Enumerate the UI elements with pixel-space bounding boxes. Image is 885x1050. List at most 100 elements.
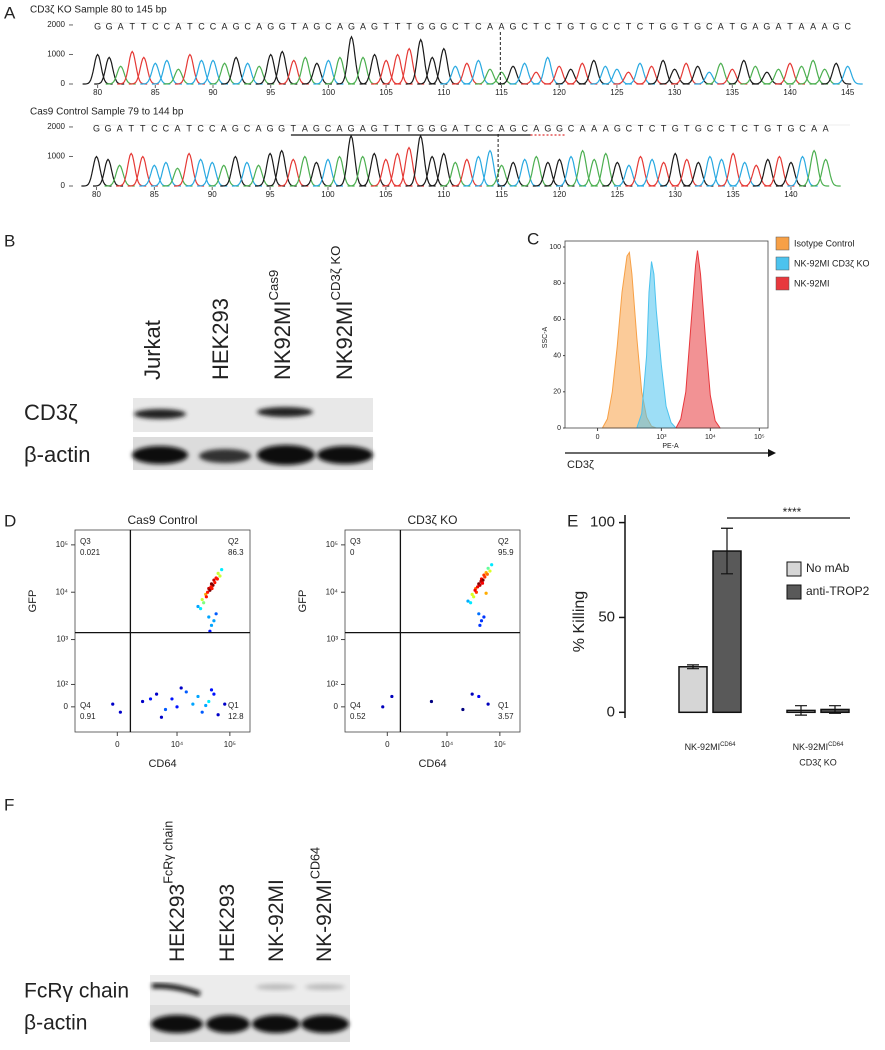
event-dot: [478, 623, 482, 627]
x-tick-label: 90: [209, 88, 218, 97]
base-call: A: [118, 21, 124, 31]
x-tick-label: 10⁵: [224, 740, 236, 749]
event-dot: [488, 569, 492, 573]
x-axis-label: CD64: [148, 758, 176, 770]
base-call: T: [730, 21, 736, 31]
base-call: T: [187, 21, 193, 31]
trace-peak: [428, 47, 459, 85]
trace-peak: [94, 56, 125, 85]
base-call: G: [440, 21, 447, 31]
event-dot: [468, 601, 473, 605]
trace-peak: [371, 59, 402, 85]
event-dot: [148, 697, 153, 701]
chart-title: CD3ζ KO: [408, 513, 458, 527]
event-dot: [207, 699, 211, 704]
trace-peak: [532, 56, 563, 85]
base-call: C: [244, 21, 251, 31]
x-tick-label: 80: [93, 88, 102, 97]
trace-peak: [579, 158, 610, 187]
trace-peak: [717, 68, 748, 85]
base-call: T: [684, 123, 690, 133]
base-call: T: [649, 21, 655, 31]
quadrant-percent: 95.9: [498, 548, 514, 557]
base-call: T: [395, 21, 401, 31]
base-call: G: [510, 21, 517, 31]
panel-letter: B: [4, 231, 15, 250]
base-call: T: [787, 21, 793, 31]
lane-label: NK-92MICD64: [309, 847, 336, 962]
event-dot: [212, 578, 216, 582]
significance-label: ****: [783, 505, 802, 519]
base-call: T: [383, 21, 389, 31]
lane-superscript: CD3ζ KO: [329, 246, 344, 301]
event-dot: [223, 702, 227, 706]
x-tick-label: 105: [379, 88, 393, 97]
event-dot: [477, 612, 481, 616]
base-call: T: [291, 21, 297, 31]
base-call: C: [799, 123, 806, 133]
base-call: G: [348, 123, 355, 133]
x-tick-label: 115: [495, 88, 508, 97]
base-call: G: [93, 123, 100, 133]
event-dot: [473, 588, 477, 592]
event-dot: [482, 615, 486, 619]
base-call: C: [706, 21, 713, 31]
base-call: G: [429, 123, 436, 133]
panel-letter: C: [527, 229, 539, 248]
legend-label: NK-92MI CD3ζ KO: [794, 258, 870, 268]
base-call: G: [279, 21, 286, 31]
base-call: G: [313, 21, 320, 31]
base-call: T: [683, 21, 689, 31]
trace-peak: [475, 149, 506, 187]
base-call: C: [198, 21, 205, 31]
error-bar: [721, 527, 733, 575]
quadrant-name: Q3: [350, 537, 361, 546]
category-name: NK-92MI: [793, 742, 829, 752]
base-call: G: [833, 21, 840, 31]
event-dot: [204, 592, 208, 596]
base-call: C: [210, 21, 217, 31]
x-axis-label: PE-A: [662, 443, 679, 450]
quadrant-name: Q2: [228, 537, 239, 546]
x-tick-label: 120: [553, 88, 567, 97]
event-dot: [170, 697, 174, 701]
trace-peak: [590, 65, 621, 85]
base-call: A: [360, 123, 366, 133]
base-call: G: [614, 123, 621, 133]
y-tick-label: 10³: [326, 635, 338, 644]
y-tick-label: 10⁴: [326, 587, 339, 596]
y-tick-label: 10²: [326, 680, 338, 689]
blot-band: [257, 445, 315, 465]
base-call: T: [406, 123, 412, 133]
trace-peak: [348, 56, 378, 85]
base-call: C: [163, 123, 170, 133]
lane-name: NK-92MI: [313, 879, 336, 962]
base-call: C: [164, 21, 171, 31]
base-call: T: [140, 123, 146, 133]
x-axis-label: CD64: [418, 758, 446, 770]
x-tick-label-line2: CD3ζ KO: [799, 757, 836, 767]
base-call: G: [763, 21, 770, 31]
category-name: NK-92MI: [685, 742, 721, 752]
trace-peak: [139, 164, 170, 187]
base-call: C: [602, 21, 609, 31]
base-call: C: [152, 21, 159, 31]
trace-peak: [752, 158, 783, 187]
trace-peak: [486, 164, 517, 187]
event-dot: [111, 702, 115, 706]
base-call: A: [222, 21, 228, 31]
event-dot: [480, 581, 485, 585]
y-tick-label: 2000: [47, 20, 65, 29]
x-tick-label: 115: [495, 190, 508, 199]
event-dot: [466, 599, 470, 603]
category-superscript: CD64: [720, 742, 736, 748]
lane-label: Jurkat: [140, 320, 165, 380]
base-call: A: [811, 123, 817, 133]
event-dot: [209, 688, 214, 692]
error-bar: [795, 705, 807, 716]
base-call: A: [337, 123, 343, 133]
event-dot: [429, 699, 434, 704]
y-tick-label: 0: [61, 181, 66, 190]
trace-peak: [486, 71, 517, 85]
blot-band: [134, 409, 186, 419]
